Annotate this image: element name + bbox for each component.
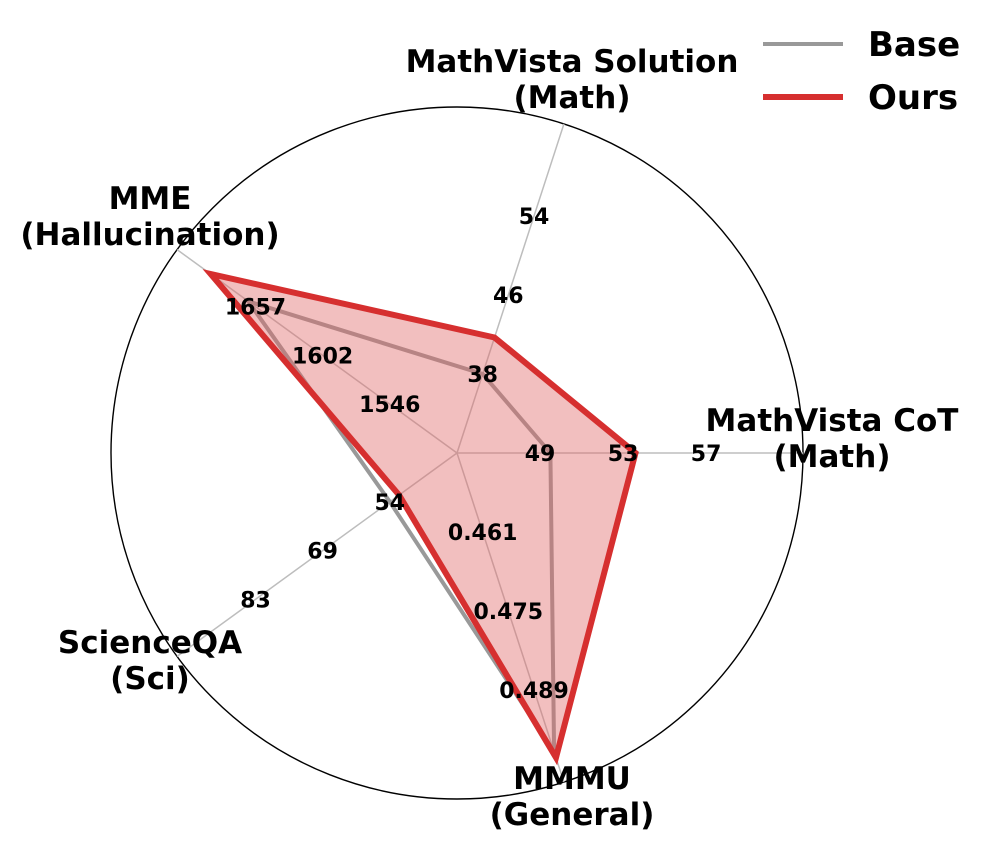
tick-label: 1602 — [292, 344, 353, 369]
tick-label: 53 — [608, 442, 639, 467]
tick-label: 69 — [307, 540, 338, 565]
axis-label: ScienceQA — [58, 625, 242, 661]
tick-label: 83 — [240, 588, 271, 613]
series-polygons — [202, 269, 639, 766]
tick-label: 1546 — [359, 393, 420, 418]
legend-label-ours: Ours — [868, 78, 958, 118]
axis-label: MathVista CoT — [706, 403, 959, 439]
tick-label: 38 — [467, 363, 498, 388]
legend-label-base: Base — [868, 25, 960, 65]
tick-label: 46 — [493, 284, 524, 309]
tick-label: 57 — [691, 442, 722, 467]
series-ours-polygon — [202, 269, 639, 766]
tick-label: 0.461 — [448, 521, 518, 546]
spoke-4 — [456, 452, 565, 783]
axis-label: (General) — [490, 797, 655, 833]
axis-label: (Hallucination) — [20, 217, 279, 253]
axis-label: (Math) — [514, 80, 631, 116]
spoke-3 — [176, 452, 458, 657]
axis-label: MathVista Solution — [406, 44, 739, 80]
tick-label: 54 — [519, 205, 550, 230]
tick-label: 0.489 — [499, 679, 569, 704]
legend: Base Ours — [763, 25, 960, 118]
spokes — [176, 123, 803, 783]
tick-label: 54 — [374, 491, 405, 516]
axis-label: MME — [109, 181, 192, 217]
spoke-2 — [176, 249, 458, 454]
axis-labels: MathVista CoT(Math)MathVista Solution(Ma… — [20, 44, 958, 833]
axis-label: MMMU — [513, 761, 631, 797]
tick-label: 49 — [525, 442, 556, 467]
spoke-1 — [456, 123, 565, 454]
tick-label: 1657 — [225, 296, 286, 321]
axis-label: (Sci) — [110, 661, 190, 697]
axis-label: (Math) — [774, 439, 891, 475]
tick-label: 0.475 — [474, 600, 544, 625]
